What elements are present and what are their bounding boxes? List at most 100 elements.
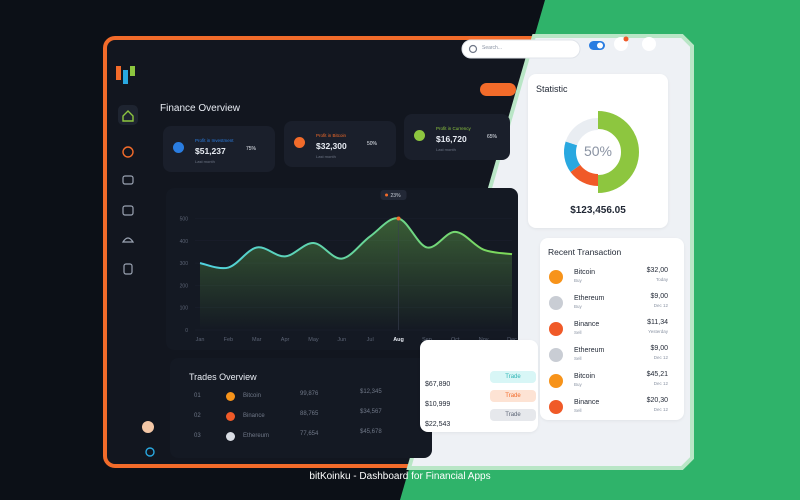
logo xyxy=(116,66,121,80)
tooltip-label: 23% xyxy=(391,193,402,199)
card-amount: $32,300 xyxy=(316,141,347,151)
trade-volume: 99,876 xyxy=(300,391,319,397)
y-tick-label: 500 xyxy=(180,216,189,222)
coin-icon xyxy=(226,412,235,421)
tx-amount: $20,30 xyxy=(646,397,668,404)
y-tick-label: 200 xyxy=(180,283,189,289)
trades-panel xyxy=(170,358,432,458)
tooltip-box xyxy=(380,190,407,200)
tx-type: Buy xyxy=(574,278,582,283)
tx-coin: Bitcoin xyxy=(574,269,596,276)
user-avatar[interactable] xyxy=(142,421,154,433)
trade-volume: 77,654 xyxy=(300,431,319,437)
card-amount: $51,237 xyxy=(195,146,226,156)
tx-coin: Binance xyxy=(574,399,600,406)
trade-button[interactable]: Trade xyxy=(490,371,536,383)
tx-type: Buy xyxy=(574,382,582,387)
trade-coin: Binance xyxy=(243,413,265,419)
tx-type: Buy xyxy=(574,304,582,309)
nav-icon-chat[interactable] xyxy=(122,205,134,216)
trade-coin: Ethereum xyxy=(243,433,270,439)
statistic-title: Statistic xyxy=(536,84,568,94)
tx-date: Dec 12 xyxy=(653,355,668,360)
tx-coin: Ethereum xyxy=(574,347,605,354)
nav-icon-store[interactable] xyxy=(121,237,135,243)
trade-index: 01 xyxy=(194,393,201,399)
logout-icon[interactable] xyxy=(145,447,155,457)
card-amount: $16,720 xyxy=(436,134,467,144)
nav-icon-wallet[interactable] xyxy=(122,175,134,185)
x-tick-label: May xyxy=(308,337,319,343)
card-label: Profit in Bitcoin xyxy=(316,133,347,138)
tx-type: Sell xyxy=(574,330,582,335)
card-label: Profit in Currency xyxy=(436,126,471,131)
tx-date: Today xyxy=(655,277,668,282)
card-label: Profit in Investment xyxy=(195,138,234,143)
tx-type: Sell xyxy=(574,356,582,361)
x-tick-label: Jan xyxy=(196,337,205,343)
y-tick-label: 300 xyxy=(180,261,189,267)
tx-coin: Bitcoin xyxy=(574,373,596,380)
tx-amount: $9,00 xyxy=(650,293,668,300)
tx-amount: $45,21 xyxy=(646,371,668,378)
coin-icon xyxy=(549,322,563,336)
transactions-card xyxy=(540,238,684,420)
search-placeholder[interactable]: Search... xyxy=(482,45,503,51)
donut-segment xyxy=(597,111,639,193)
chart-line xyxy=(199,217,513,270)
tx-date: Dec 12 xyxy=(653,407,668,412)
trade-button[interactable]: Trade xyxy=(490,390,536,402)
trade-price: $34,567 xyxy=(360,409,382,415)
nav-icon-security[interactable] xyxy=(123,263,133,275)
tx-amount: $32,00 xyxy=(646,267,668,274)
statistic-center-label: 50% xyxy=(583,143,613,159)
search-box[interactable] xyxy=(461,39,581,59)
search-icon xyxy=(468,44,478,54)
coin-icon xyxy=(549,374,563,388)
x-tick-label: Jun xyxy=(337,337,346,343)
coin-icon xyxy=(549,270,563,284)
cart-badge xyxy=(623,36,629,42)
trades-title: Trades Overview xyxy=(189,372,257,382)
statistic-card xyxy=(528,74,668,228)
trade-value: $10,999 xyxy=(425,401,451,408)
coin-icon xyxy=(549,400,563,414)
trade-price: $12,345 xyxy=(360,389,382,395)
action-button[interactable] xyxy=(480,83,516,96)
x-tick-label: Jul xyxy=(367,337,374,343)
tx-coin: Ethereum xyxy=(574,295,605,302)
notification-button[interactable] xyxy=(642,37,656,51)
donut-segment xyxy=(564,141,581,172)
trade-price: $45,678 xyxy=(360,429,382,435)
tooltip-dot xyxy=(385,193,389,197)
ring-label: 75% xyxy=(245,146,256,152)
trade-coin: Bitcoin xyxy=(243,393,262,399)
trade-button[interactable]: Trade xyxy=(490,409,536,421)
x-tick-label: Aug xyxy=(393,337,404,343)
trade-volume: 88,765 xyxy=(300,411,319,417)
donut-segment xyxy=(570,164,599,186)
tx-amount: $9,00 xyxy=(650,345,668,352)
x-tick-label: Feb xyxy=(224,337,233,343)
x-tick-label: Apr xyxy=(281,337,290,343)
nav-icon-chart[interactable] xyxy=(122,146,134,158)
tx-date: Dec 12 xyxy=(653,381,668,386)
ring-label: 50% xyxy=(366,141,377,147)
statistic-total: $123,456.05 xyxy=(570,205,626,216)
tx-date: Yesterday xyxy=(648,329,668,334)
toggle-knob xyxy=(597,42,603,49)
y-tick-label: 100 xyxy=(180,306,189,312)
finance-title: Finance Overview xyxy=(160,103,241,114)
logo xyxy=(123,70,128,84)
y-tick-label: 0 xyxy=(185,328,188,334)
donut-segment xyxy=(565,118,599,146)
transactions-title: Recent Transaction xyxy=(548,247,622,257)
coin-icon xyxy=(226,432,235,441)
trade-value: $67,890 xyxy=(425,381,451,388)
coin-icon xyxy=(414,130,425,141)
trade-value: $22,543 xyxy=(425,421,451,428)
tx-type: Sell xyxy=(574,408,582,413)
coin-icon xyxy=(549,348,563,362)
